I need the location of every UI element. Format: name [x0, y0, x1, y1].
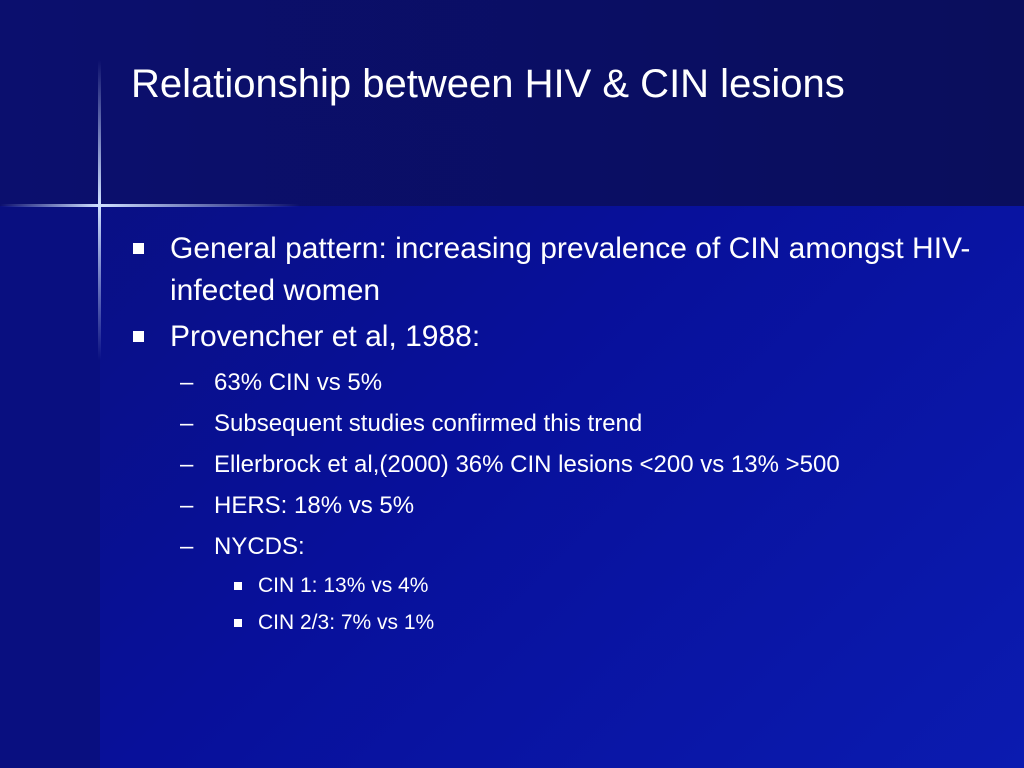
flare-horizontal — [0, 204, 300, 207]
bullet-item: CIN 2/3: 7% vs 1% — [130, 604, 990, 641]
side-band — [0, 206, 100, 768]
header-band — [0, 0, 1024, 206]
bullet-item: CIN 1: 13% vs 4% — [130, 567, 990, 604]
flare-vertical — [98, 60, 101, 360]
bullet-item: NYCDS: — [130, 526, 990, 567]
slide-title: Relationship between HIV & CIN lesions — [131, 62, 845, 106]
bullet-item: 63% CIN vs 5% — [130, 362, 990, 403]
bullet-list: General pattern: increasing prevalence o… — [130, 228, 990, 641]
bullet-item: Ellerbrock et al,(2000) 36% CIN lesions … — [130, 444, 990, 485]
bullet-item: General pattern: increasing prevalence o… — [130, 228, 990, 312]
bullet-item: HERS: 18% vs 5% — [130, 485, 990, 526]
bullet-item: Provencher et al, 1988: — [130, 316, 990, 358]
bullet-item: Subsequent studies confirmed this trend — [130, 403, 990, 444]
